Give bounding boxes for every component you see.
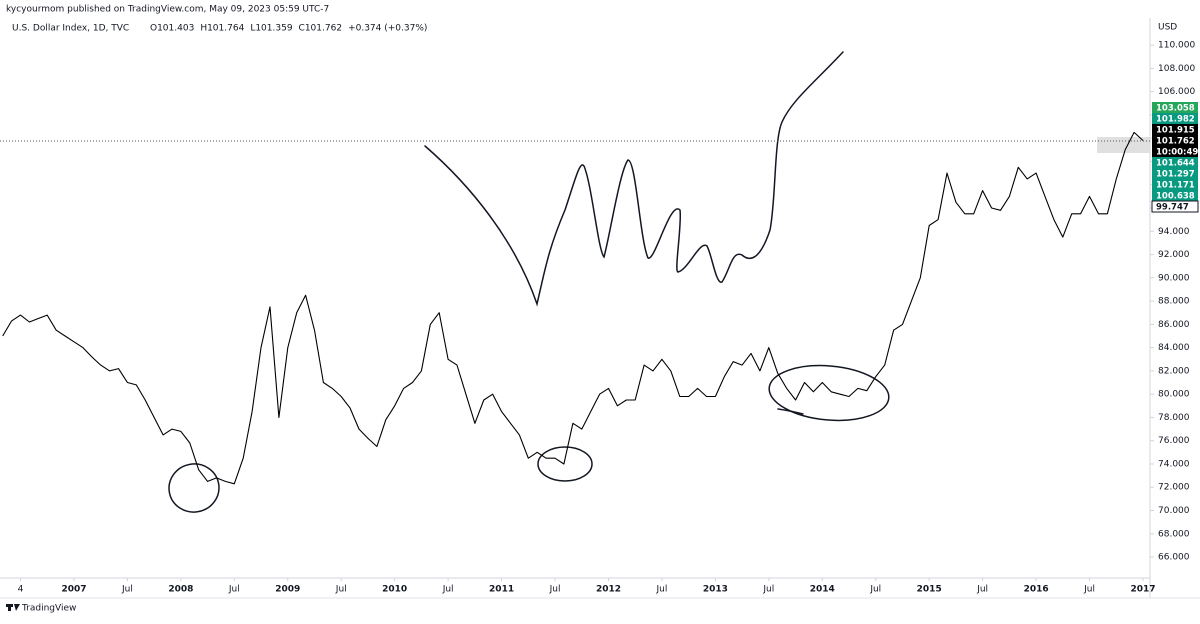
countdown-tag xyxy=(1152,146,1198,157)
x-tick-label: Jul xyxy=(442,585,454,595)
y-tick-label: 86.000 xyxy=(1158,320,1190,330)
x-tick-label: Jul xyxy=(1083,585,1095,595)
price-tag xyxy=(1152,102,1198,113)
y-tick-label: 84.000 xyxy=(1158,343,1190,353)
y-tick-label: 106.000 xyxy=(1158,87,1195,97)
x-tick-label: 4 xyxy=(18,585,24,595)
x-tick-label: 2014 xyxy=(810,585,835,595)
circle-annotation xyxy=(168,463,220,513)
x-tick-label: Jul xyxy=(121,585,133,595)
price-tag-label: 100.638 xyxy=(1156,191,1195,201)
ohlc-value: H101.764 xyxy=(200,24,244,34)
price-tag-label: 101.297 xyxy=(1156,169,1195,179)
price-tag-label: 101.762 xyxy=(1156,136,1195,146)
x-tick-label: Jul xyxy=(549,585,561,595)
x-tick-label: Jul xyxy=(228,585,240,595)
x-tick-label: Jul xyxy=(869,585,881,595)
x-tick-label: Jul xyxy=(762,585,774,595)
price-tag xyxy=(1152,157,1198,168)
ohlc-value: O101.403 xyxy=(150,24,194,34)
x-tick-label: 2008 xyxy=(168,585,193,595)
circle-annotation xyxy=(768,364,890,422)
x-tick-label: 2017 xyxy=(1130,585,1155,595)
y-tick-label: 78.000 xyxy=(1158,413,1190,423)
ohlc-value: +0.374 (+0.37%) xyxy=(348,24,427,34)
y-tick-label: 110.000 xyxy=(1158,41,1195,51)
price-tag xyxy=(1152,190,1198,201)
y-tick-label: 66.000 xyxy=(1158,553,1190,563)
price-tag xyxy=(1152,168,1198,179)
logo xyxy=(6,604,20,611)
x-tick-label: Jul xyxy=(656,585,668,595)
y-tick-label: 76.000 xyxy=(1158,436,1190,446)
price-tag-label: 101.982 xyxy=(1156,114,1195,124)
header: kycyourmom published on TradingView.com,… xyxy=(6,5,329,15)
y-tick-label: 70.000 xyxy=(1158,506,1190,516)
ohlc-value: C101.762 xyxy=(299,24,343,34)
ohlc-value: L101.359 xyxy=(250,24,293,34)
price-tag xyxy=(1152,113,1198,124)
y-tick-label: 88.000 xyxy=(1158,297,1190,307)
underline-annotation xyxy=(777,408,804,415)
x-tick-label: 2007 xyxy=(61,585,86,595)
x-tick-label: 2016 xyxy=(1024,585,1049,595)
x-tick-label: 2011 xyxy=(489,585,514,595)
y-tick-label: 80.000 xyxy=(1158,390,1190,400)
hand-drawn-path xyxy=(424,51,844,307)
x-tick-label: 2015 xyxy=(917,585,942,595)
price-tag-label: 99.747 xyxy=(1156,202,1189,212)
y-tick-label: 82.000 xyxy=(1158,366,1190,376)
price-tag xyxy=(1152,135,1198,146)
price-tag xyxy=(1152,124,1198,135)
x-tick-label: 2010 xyxy=(382,585,407,595)
footer-brand: TradingView xyxy=(21,604,76,614)
circle-annotation xyxy=(537,446,593,482)
price-tag-label: 103.058 xyxy=(1156,103,1195,113)
y-tick-label: 92.000 xyxy=(1158,250,1190,260)
y-tick-label: 90.000 xyxy=(1158,273,1190,283)
drawings xyxy=(168,51,890,513)
x-tick-label: Jul xyxy=(976,585,988,595)
price-tag xyxy=(1152,179,1198,190)
y-tick-label: 72.000 xyxy=(1158,483,1190,493)
price-line xyxy=(2,131,1144,485)
y-tick-label: 94.000 xyxy=(1158,227,1190,237)
x-tick-label: Jul xyxy=(335,585,347,595)
y-tick-label: 68.000 xyxy=(1158,529,1190,539)
x-tick-label: 2013 xyxy=(703,585,728,595)
x-tick-label: 2009 xyxy=(275,585,300,595)
x-tick-label: 2012 xyxy=(596,585,621,595)
y-tick-label: 108.000 xyxy=(1158,64,1195,74)
countdown: 10:00:49 xyxy=(1156,147,1198,157)
y-tick-label: 74.000 xyxy=(1158,459,1190,469)
price-tag-label: 101.171 xyxy=(1156,180,1195,190)
price-tag-label: 101.915 xyxy=(1156,125,1195,135)
chart-title: U.S. Dollar Index, 1D, TVC xyxy=(12,24,129,34)
price-tag xyxy=(1151,200,1199,213)
price-tag-label: 101.644 xyxy=(1156,158,1195,168)
currency: USD xyxy=(1158,23,1177,33)
